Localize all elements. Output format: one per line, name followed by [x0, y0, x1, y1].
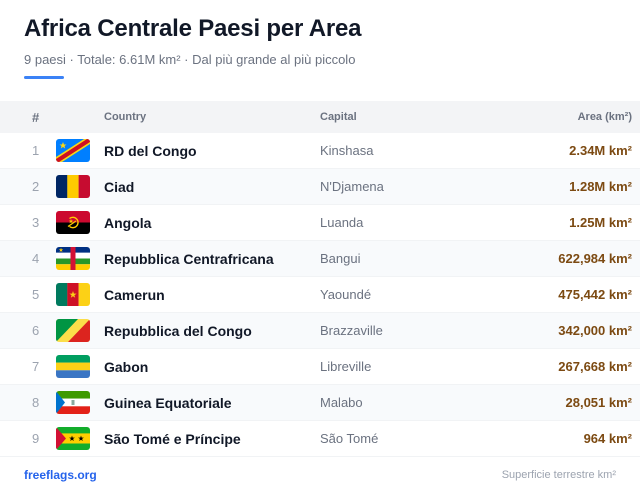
row-area: 622,984 km²: [558, 251, 632, 266]
page-subtitle: 9 paesi · Totale: 6.61M km² · Dal più gr…: [24, 52, 356, 67]
row-capital: Libreville: [320, 359, 372, 374]
row-area: 2.34M km²: [569, 143, 632, 158]
row-country: Repubblica del Congo: [104, 322, 252, 339]
countries-table: # Country Capital Area (km²) 1 RD del Co…: [0, 101, 640, 457]
flag-chad-icon: [56, 175, 90, 198]
table-row[interactable]: 9 São Tomé e Príncipe São Tomé 964 km²: [0, 421, 640, 457]
column-header-capital[interactable]: Capital: [320, 111, 357, 123]
column-header-rank[interactable]: #: [32, 109, 40, 125]
page-footer: freeflags.org Superficie terrestre km²: [24, 468, 616, 482]
flag-dr-congo-icon: [56, 139, 90, 162]
title-accent-bar: [24, 76, 64, 79]
row-rank: 5: [32, 287, 40, 302]
table-row[interactable]: 1 RD del Congo Kinshasa 2.34M km²: [0, 133, 640, 169]
row-capital: Luanda: [320, 215, 364, 230]
row-country: RD del Congo: [104, 142, 197, 159]
table-row[interactable]: 5 Camerun Yaoundé 475,442 km²: [0, 277, 640, 313]
row-area: 475,442 km²: [558, 287, 632, 302]
row-country: São Tomé e Príncipe: [104, 430, 241, 447]
row-country: Camerun: [104, 286, 165, 303]
table-row[interactable]: 6 Repubblica del Congo Brazzaville 342,0…: [0, 313, 640, 349]
flag-gabon-icon: [56, 355, 90, 378]
flag-cameroon-icon: [56, 283, 90, 306]
row-rank: 1: [32, 143, 40, 158]
row-capital: N'Djamena: [320, 179, 384, 194]
row-area: 28,051 km²: [565, 395, 633, 410]
row-country: Repubblica Centrafricana: [104, 250, 274, 267]
flag-equatorial-guinea-icon: [56, 391, 90, 414]
row-country: Ciad: [104, 178, 135, 195]
row-country: Guinea Equatoriale: [104, 394, 232, 411]
flag-central-african-republic-icon: [56, 247, 90, 270]
flag-angola-icon: [56, 211, 90, 234]
table-row[interactable]: 8 Guinea Equatoriale Malabo 28,051 km²: [0, 385, 640, 421]
row-area: 964 km²: [583, 431, 632, 446]
flag-republic-of-congo-icon: [56, 319, 90, 342]
column-header-area[interactable]: Area (km²): [577, 111, 632, 123]
row-country: Gabon: [104, 358, 149, 375]
row-capital: Bangui: [320, 251, 361, 266]
row-country: Angola: [104, 214, 152, 231]
table-row[interactable]: 7 Gabon Libreville 267,668 km²: [0, 349, 640, 385]
row-rank: 8: [32, 395, 40, 410]
table-row[interactable]: 4 Repubblica Centrafricana Bangui 622,98…: [0, 241, 640, 277]
row-rank: 9: [32, 431, 40, 446]
row-area: 267,668 km²: [558, 359, 632, 374]
row-rank: 7: [32, 359, 40, 374]
row-rank: 3: [32, 215, 40, 230]
footer-note: Superficie terrestre km²: [501, 469, 616, 481]
row-capital: Malabo: [320, 395, 363, 410]
table-row[interactable]: 2 Ciad N'Djamena 1.28M km²: [0, 169, 640, 205]
row-capital: Brazzaville: [320, 323, 383, 338]
row-area: 1.28M km²: [569, 179, 632, 194]
row-capital: São Tomé: [320, 431, 379, 446]
column-header-country[interactable]: Country: [104, 111, 147, 123]
page-header: Africa Centrale Paesi per Area 9 paesi ·…: [24, 14, 616, 79]
row-capital: Yaoundé: [320, 287, 372, 302]
row-rank: 4: [32, 251, 40, 266]
row-area: 342,000 km²: [558, 323, 632, 338]
row-rank: 6: [32, 323, 40, 338]
source-link[interactable]: freeflags.org: [24, 468, 97, 482]
flag-sao-tome-icon: [56, 427, 90, 450]
table-row[interactable]: 3 Angola Luanda 1.25M km²: [0, 205, 640, 241]
row-capital: Kinshasa: [320, 143, 374, 158]
row-area: 1.25M km²: [569, 215, 632, 230]
row-rank: 2: [32, 179, 40, 194]
page-title: Africa Centrale Paesi per Area: [24, 15, 362, 42]
table-header: # Country Capital Area (km²): [0, 101, 640, 133]
